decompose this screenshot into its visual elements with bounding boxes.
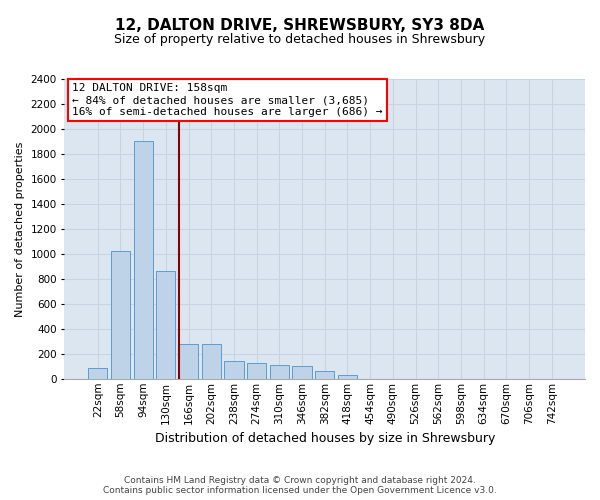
Bar — [247, 362, 266, 379]
Bar — [292, 366, 311, 379]
Bar — [156, 272, 175, 379]
Bar — [88, 368, 107, 379]
Bar — [179, 344, 198, 379]
Bar — [269, 365, 289, 379]
Bar — [338, 375, 357, 379]
Bar — [315, 372, 334, 379]
X-axis label: Distribution of detached houses by size in Shrewsbury: Distribution of detached houses by size … — [155, 432, 495, 445]
Text: 12 DALTON DRIVE: 158sqm
← 84% of detached houses are smaller (3,685)
16% of semi: 12 DALTON DRIVE: 158sqm ← 84% of detache… — [72, 84, 383, 116]
Bar — [224, 362, 244, 379]
Y-axis label: Number of detached properties: Number of detached properties — [15, 141, 25, 316]
Text: 12, DALTON DRIVE, SHREWSBURY, SY3 8DA: 12, DALTON DRIVE, SHREWSBURY, SY3 8DA — [115, 18, 485, 32]
Bar — [202, 344, 221, 379]
Text: Contains HM Land Registry data © Crown copyright and database right 2024.
Contai: Contains HM Land Registry data © Crown c… — [103, 476, 497, 495]
Bar — [111, 252, 130, 379]
Bar — [134, 142, 153, 379]
Text: Size of property relative to detached houses in Shrewsbury: Size of property relative to detached ho… — [115, 32, 485, 46]
